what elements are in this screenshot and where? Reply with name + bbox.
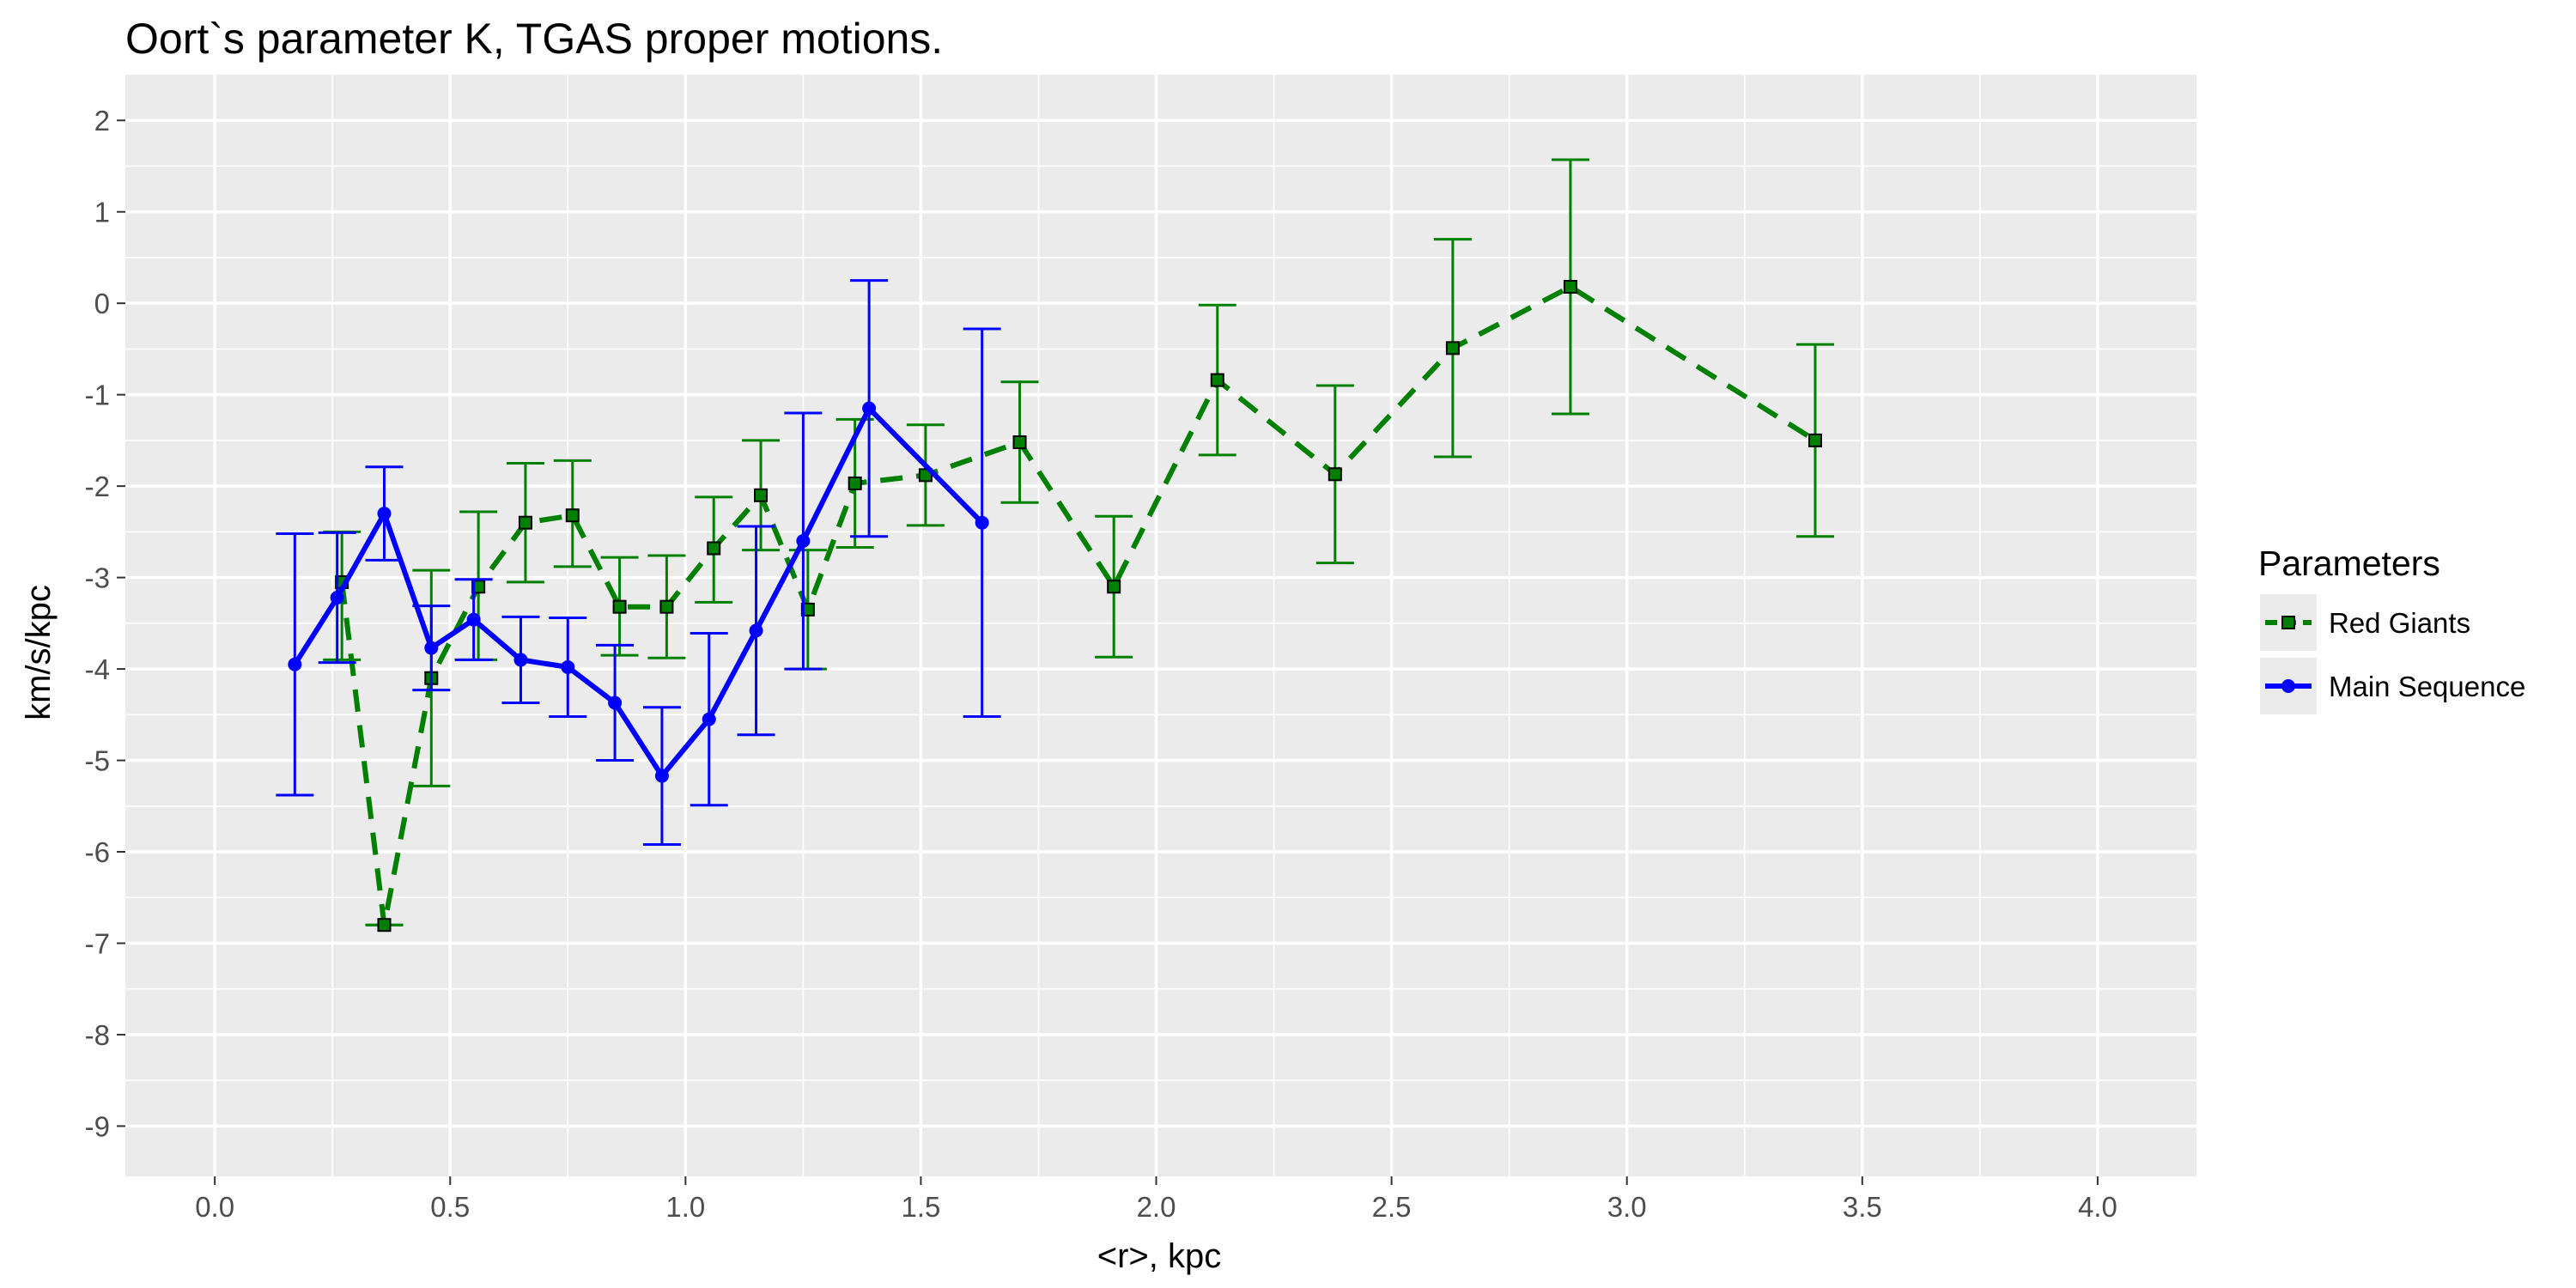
data-point (1327, 467, 1342, 482)
legend-label: Red Giants (2329, 607, 2470, 639)
x-tick-label: 1.5 (901, 1191, 940, 1223)
legend-item: Main Sequence (2260, 658, 2525, 714)
legend-item: Red Giants (2260, 594, 2470, 651)
data-point (518, 515, 532, 530)
data-point (1563, 280, 1577, 295)
y-tick-label: -3 (85, 562, 110, 594)
x-axis: 0.0 0.5 1.0 1.5 2.0 2.5 3.0 3.5 4.0 (195, 1176, 2117, 1223)
data-point (377, 918, 392, 933)
y-tick-label: 0 (94, 288, 110, 319)
data-point (466, 612, 481, 627)
series-main-sequence (276, 279, 1001, 847)
legend-key-marker (2281, 616, 2295, 629)
plot-panel (125, 75, 2196, 1176)
series-line (292, 405, 984, 779)
data-point (377, 507, 392, 521)
y-tick-label: 1 (94, 197, 110, 228)
series-layer (276, 158, 1834, 933)
data-point (654, 769, 669, 783)
data-point (754, 488, 769, 502)
data-point (800, 602, 815, 617)
data-point (608, 696, 623, 710)
data-point (1807, 433, 1822, 447)
legend-key-marker (2281, 679, 2295, 693)
x-tick-label: 2.5 (1372, 1191, 1412, 1223)
y-axis: 2 1 0 -1 -2 -3 -4 -5 -6 -7 -8 -9 (85, 105, 125, 1142)
y-tick-label: -1 (85, 380, 110, 411)
data-point (796, 534, 811, 549)
y-axis-title: km/s/kpc (20, 585, 58, 720)
data-point (565, 508, 580, 523)
y-tick-label: -9 (85, 1110, 110, 1142)
data-point (862, 401, 877, 416)
y-tick-label: -6 (85, 836, 110, 868)
x-axis-title: <r>, kpc (1097, 1237, 1222, 1275)
x-tick-label: 4.0 (2078, 1191, 2117, 1223)
y-tick-label: -2 (85, 471, 110, 502)
y-tick-label: -4 (85, 653, 110, 685)
grid-major (125, 75, 2196, 1176)
data-point (1012, 435, 1027, 450)
data-point (612, 599, 627, 614)
data-point (1210, 373, 1224, 387)
chart-title: Oort`s parameter K, TGAS proper motions. (125, 15, 943, 63)
data-point (659, 599, 674, 614)
y-tick-label: -5 (85, 745, 110, 777)
legend-keys: Red Giants Main Sequence (2260, 594, 2525, 714)
data-point (561, 659, 575, 674)
data-point (702, 712, 716, 726)
grid-minor (125, 75, 2196, 1176)
data-point (1107, 580, 1121, 594)
data-point (424, 641, 439, 655)
x-tick-label: 0.5 (430, 1191, 470, 1223)
data-point (975, 515, 989, 530)
x-tick-label: 3.5 (1843, 1191, 1882, 1223)
y-tick-label: 2 (94, 105, 110, 137)
data-point (1445, 341, 1460, 355)
x-tick-label: 2.0 (1137, 1191, 1176, 1223)
y-tick-label: -8 (85, 1019, 110, 1051)
data-point (513, 653, 528, 667)
data-point (288, 657, 302, 671)
data-point (330, 591, 344, 605)
legend-title: Parameters (2258, 544, 2440, 583)
x-tick-label: 0.0 (195, 1191, 234, 1223)
data-point (749, 623, 763, 638)
x-tick-label: 1.0 (665, 1191, 705, 1223)
series-red-giants (323, 158, 1834, 933)
data-point (471, 580, 486, 594)
y-tick-label: -7 (85, 927, 110, 959)
x-tick-label: 3.0 (1607, 1191, 1647, 1223)
legend-label: Main Sequence (2329, 671, 2525, 702)
legend: Parameters Red Giants Main Sequence (2258, 544, 2525, 714)
data-point (848, 476, 862, 490)
data-point (707, 541, 721, 556)
